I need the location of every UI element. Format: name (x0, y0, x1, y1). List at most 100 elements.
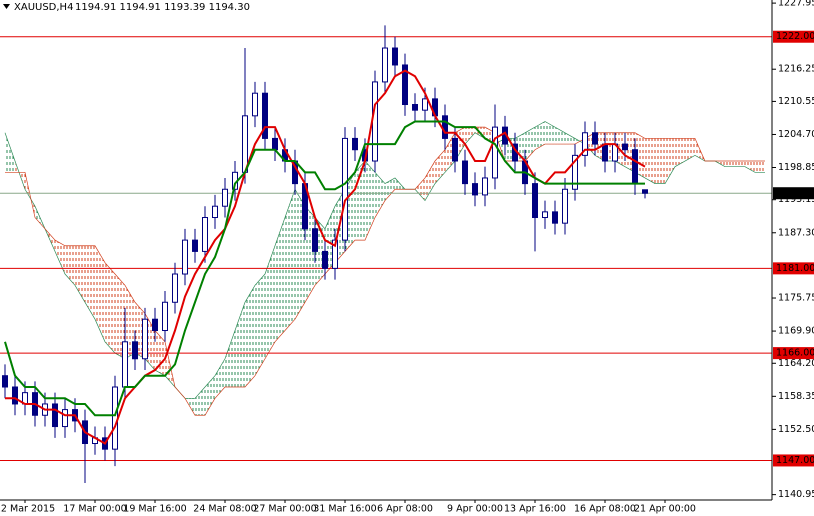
cloud-segment (675, 138, 685, 167)
cloud-segment (275, 217, 285, 342)
cloud-segment (375, 172, 385, 218)
y-tick-label: 1140.95 (778, 489, 814, 500)
candle-body (532, 183, 538, 219)
candle-body (552, 211, 558, 224)
cloud-segment (425, 161, 435, 201)
candle-body (332, 239, 338, 269)
level-label: 1166.00 (776, 348, 814, 359)
cloud-segment (735, 161, 745, 167)
span-a-line (4, 121, 765, 399)
candle-body (472, 183, 478, 196)
candle-body (52, 403, 58, 428)
candle-body (222, 188, 228, 207)
candle-body (2, 375, 8, 388)
cloud-segment (235, 302, 245, 388)
cloud-segment (215, 358, 225, 399)
x-tick-label: 9 Apr 00:00 (447, 504, 503, 515)
y-tick-label: 1227.95 (778, 0, 814, 9)
cloud-segment (465, 127, 475, 145)
cloud-segment (255, 274, 265, 376)
cloud-segment (365, 161, 375, 241)
y-tick-label: 1204.70 (778, 129, 814, 140)
candle-body (642, 189, 648, 194)
cloud-segment (685, 138, 695, 162)
candle-body (272, 137, 278, 151)
cloud-segment (55, 240, 65, 275)
y-tick-label: 1210.55 (778, 96, 814, 107)
candle-body (492, 126, 498, 179)
cloud-segment (225, 330, 235, 388)
level-label: 1181.00 (776, 263, 814, 274)
candle-body (242, 115, 248, 173)
candle-body (402, 64, 408, 106)
cloud-segment (125, 285, 135, 359)
candle-body (252, 92, 258, 117)
menu-arrow[interactable] (3, 4, 10, 9)
level-label-box (773, 262, 814, 275)
candle-body (342, 137, 348, 241)
last-price-label: 1194.30 (776, 188, 814, 199)
y-tick-label: 1175.75 (778, 293, 814, 304)
candle-body (312, 228, 318, 252)
candle-body (212, 205, 218, 219)
cloud-segment (385, 177, 395, 201)
x-tick-label: 6 Apr 08:00 (377, 504, 433, 515)
candle-body (562, 188, 568, 224)
candle-body (462, 160, 468, 185)
level-label-box (773, 347, 814, 360)
cloud-segment (535, 121, 545, 150)
x-tick-label: 13 Apr 16:00 (504, 504, 566, 515)
y-tick-label: 1216.25 (778, 64, 814, 75)
y-tick-label: 1152.50 (778, 424, 814, 435)
cloud-segment (565, 132, 575, 145)
cloud-segment (725, 161, 735, 167)
candle-body (12, 386, 18, 405)
candle-body (142, 318, 148, 360)
cloud-segment (285, 189, 295, 331)
level-label-box (773, 454, 814, 467)
cloud-segment (105, 262, 115, 354)
y-tick-label: 1158.35 (778, 391, 814, 402)
last-price-box (773, 187, 814, 200)
candle-body (202, 217, 208, 252)
cloud-segment (655, 138, 665, 184)
x-tick-label: 12 Mar 2015 (0, 504, 55, 515)
candle-body (262, 92, 268, 139)
x-tick-label: 16 Apr 08:00 (574, 504, 636, 515)
cloud-segment (645, 138, 655, 184)
cloud-segment (545, 121, 555, 145)
indicator-line (4, 120, 645, 417)
cloud-segment (665, 138, 675, 184)
cloud-segment (555, 127, 565, 145)
candle-body (112, 386, 118, 450)
candle-body (152, 318, 158, 332)
candle-body (62, 409, 68, 428)
candle-body (482, 177, 488, 196)
candle-body (412, 104, 418, 111)
cloud-segment (65, 245, 75, 286)
y-tick-label: 1169.90 (778, 326, 814, 337)
candle-body (602, 143, 608, 162)
cloud-segment (205, 375, 215, 416)
chart-title: XAUUSD,H4 (14, 2, 73, 13)
level-label: 1222.00 (776, 31, 814, 42)
cloud-segment (265, 245, 275, 359)
cloud-segment (95, 245, 105, 342)
cloud-segment (85, 245, 95, 320)
x-tick-label: 24 Mar 08:00 (193, 504, 256, 515)
candle-body (632, 149, 638, 185)
level-label-box (773, 30, 814, 43)
y-tick-label: 1187.30 (778, 227, 814, 238)
y-tick-label: 1193.15 (778, 194, 814, 205)
candle-body (582, 132, 588, 156)
candle-body (182, 239, 188, 275)
candle-body (322, 250, 328, 269)
x-tick-label: 19 Mar 16:00 (123, 504, 186, 515)
x-tick-label: 17 Mar 00:00 (63, 504, 126, 515)
candle-body (162, 301, 168, 332)
cloud-segment (115, 274, 125, 359)
candle-body (442, 115, 448, 139)
chart-subtitle: 1194.91 1194.91 1193.39 1194.30 (75, 2, 250, 13)
candle-body (452, 137, 458, 162)
